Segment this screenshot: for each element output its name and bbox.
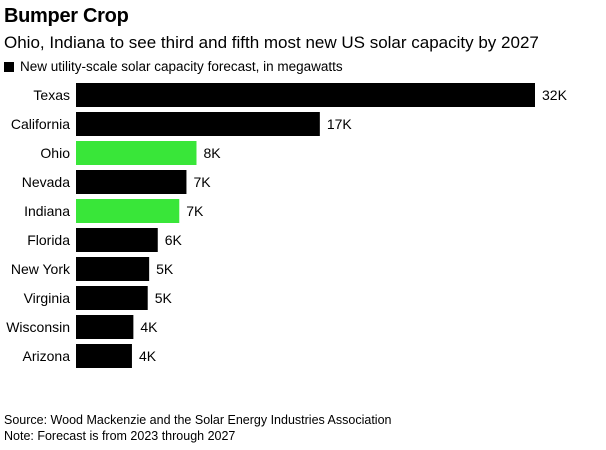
source-note: Source: Wood Mackenzie and the Solar Ene… bbox=[4, 413, 392, 427]
value-label-nevada: 7K bbox=[193, 174, 211, 190]
bar-indiana bbox=[76, 199, 180, 223]
value-label-texas: 32K bbox=[542, 87, 568, 103]
category-label-nevada: Nevada bbox=[22, 174, 70, 190]
value-label-new-york: 5K bbox=[156, 261, 174, 277]
bar-chart: Texas 32K California 17K Ohio 8K Nevada 7K India… bbox=[6, 83, 568, 368]
category-label-texas: Texas bbox=[33, 87, 70, 103]
category-label-arizona: Arizona bbox=[23, 348, 71, 364]
legend-swatch bbox=[4, 61, 14, 72]
category-label-new-york: New York bbox=[11, 261, 71, 277]
value-label-wisconsin: 4K bbox=[140, 319, 158, 335]
value-label-california: 17K bbox=[327, 116, 353, 132]
value-label-florida: 6K bbox=[165, 232, 183, 248]
legend-label: New utility-scale solar capacity forecas… bbox=[20, 59, 343, 74]
category-label-wisconsin: Wisconsin bbox=[6, 319, 70, 335]
bar-nevada bbox=[76, 170, 187, 194]
value-label-arizona: 4K bbox=[139, 348, 157, 364]
bar-florida bbox=[76, 228, 158, 252]
category-label-indiana: Indiana bbox=[24, 203, 70, 219]
bar-virginia bbox=[76, 286, 148, 310]
bar-ohio bbox=[76, 141, 197, 165]
value-label-virginia: 5K bbox=[155, 290, 173, 306]
value-label-ohio: 8K bbox=[203, 145, 221, 161]
legend: New utility-scale solar capacity forecas… bbox=[4, 59, 343, 74]
forecast-note: Note: Forecast is from 2023 through 2027 bbox=[4, 429, 236, 443]
bar-arizona bbox=[76, 344, 132, 368]
bar-california bbox=[76, 112, 320, 136]
chart-subtitle: Ohio, Indiana to see third and fifth mos… bbox=[4, 33, 539, 52]
bar-texas bbox=[76, 83, 535, 107]
chart-title: Bumper Crop bbox=[4, 5, 129, 27]
value-label-indiana: 7K bbox=[186, 203, 204, 219]
bar-wisconsin bbox=[76, 315, 134, 339]
category-label-virginia: Virginia bbox=[24, 290, 71, 306]
category-label-ohio: Ohio bbox=[40, 145, 70, 161]
category-label-florida: Florida bbox=[27, 232, 70, 248]
bar-new-york bbox=[76, 257, 150, 281]
category-label-california: California bbox=[11, 116, 70, 132]
